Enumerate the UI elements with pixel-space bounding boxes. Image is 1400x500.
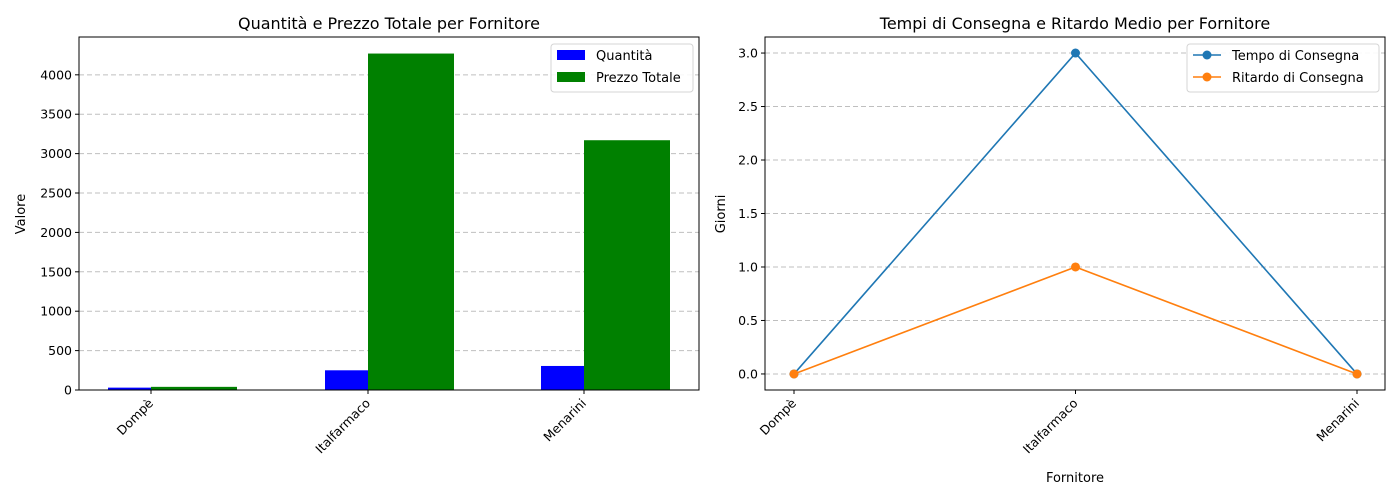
legend: Tempo di Consegna Ritardo di Consegna <box>1186 43 1380 93</box>
bar-prezzo-totale <box>368 53 454 390</box>
bar-prezzo-totale <box>584 140 670 390</box>
bar-prezzo-totale <box>151 386 237 390</box>
y-tick-label: 3500 <box>40 107 72 122</box>
y-axis-label: Valore <box>14 194 29 234</box>
x-tick-label: Menarini <box>1313 396 1362 445</box>
chart-title: Quantità e Prezzo Totale per Fornitore <box>238 14 540 33</box>
legend-marker <box>1202 50 1212 60</box>
y-tick-label: 1000 <box>40 304 72 319</box>
legend-box <box>550 43 694 93</box>
legend-marker <box>1202 72 1212 82</box>
y-tick-label: 4000 <box>40 67 72 82</box>
data-point-ritardo-di-consegna <box>1352 369 1362 379</box>
y-axis-ticks: 0.0 0.5 1.0 1.5 2.0 2.5 3.0 <box>738 46 765 381</box>
y-tick-label: 2.5 <box>738 99 758 114</box>
x-axis-label: Fornitore <box>1046 471 1104 486</box>
y-tick-label: 3000 <box>40 146 72 161</box>
line-chart-panel: Tempi di Consegna e Ritardo Medio per Fo… <box>714 14 1386 486</box>
legend-swatch <box>557 50 585 60</box>
x-tick-label: Menarini <box>540 396 589 445</box>
x-axis-ticks: Dompè Italfarmaco Menarini <box>757 390 1362 456</box>
legend-label: Ritardo di Consegna <box>1232 71 1364 86</box>
y-tick-label: 0.0 <box>738 366 758 381</box>
y-tick-label: 1.5 <box>738 206 758 221</box>
y-tick-label: 0 <box>64 383 72 398</box>
legend-box <box>1186 43 1380 93</box>
x-tick-label: Dompè <box>757 395 800 438</box>
data-point-tempo-di-consegna <box>1071 48 1080 58</box>
data-point-ritardo-di-consegna <box>789 369 799 379</box>
data-point-ritardo-di-consegna <box>1071 262 1080 272</box>
legend-label: Quantità <box>596 49 652 64</box>
legend-label: Prezzo Totale <box>596 71 681 86</box>
y-tick-label: 500 <box>48 343 72 358</box>
y-tick-label: 2000 <box>40 225 72 240</box>
bar-chart-panel: Quantità e Prezzo Totale per Fornitore V… <box>14 14 700 456</box>
bar-quantita <box>325 370 368 390</box>
plot-frame <box>78 36 700 391</box>
y-tick-label: 0.5 <box>738 313 758 328</box>
y-tick-label: 3.0 <box>738 46 758 61</box>
legend: Quantità Prezzo Totale <box>550 43 694 93</box>
plot-frame <box>764 36 1386 391</box>
legend-label: Tempo di Consegna <box>1231 49 1359 64</box>
series-lines <box>789 48 1362 379</box>
bar-quantita <box>108 387 151 390</box>
x-tick-label: Italfarmaco <box>1020 396 1081 457</box>
y-tick-label: 2.0 <box>738 153 758 168</box>
y-tick-label: 1500 <box>40 264 72 279</box>
y-tick-label: 1.0 <box>738 259 758 274</box>
bar-quantita <box>541 365 584 390</box>
y-tick-label: 2500 <box>40 186 72 201</box>
x-tick-label: Dompè <box>114 395 157 438</box>
bars <box>108 53 670 390</box>
x-tick-label: Italfarmaco <box>312 396 373 457</box>
y-axis-label: Giorni <box>714 195 729 234</box>
grid-lines <box>765 52 1385 375</box>
y-axis-ticks: 0 500 1000 1500 2000 2500 3000 3500 4000 <box>40 67 79 398</box>
chart-title: Tempi di Consegna e Ritardo Medio per Fo… <box>879 14 1270 33</box>
x-axis-ticks: Dompè Italfarmaco Menarini <box>114 390 589 456</box>
legend-swatch <box>557 72 585 82</box>
